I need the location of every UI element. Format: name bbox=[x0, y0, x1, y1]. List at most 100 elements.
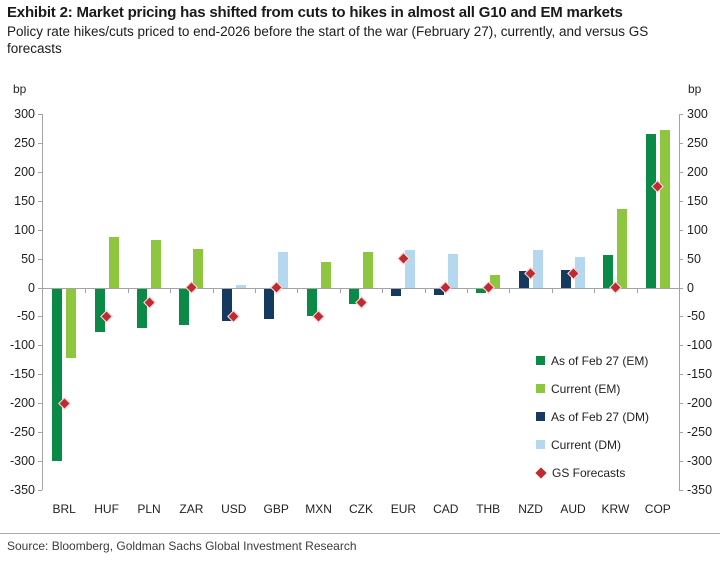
y-axis-tick bbox=[38, 316, 42, 318]
x-category-label: AUD bbox=[560, 502, 586, 516]
y-axis-label: 150 bbox=[14, 193, 35, 208]
y-axis-label: 300 bbox=[14, 107, 35, 121]
bar-ZAR bbox=[179, 287, 190, 326]
legend-label: As of Feb 27 (DM) bbox=[551, 409, 650, 424]
bar-NZD bbox=[518, 270, 529, 288]
y-axis-tick bbox=[38, 114, 42, 115]
y-axis-label: -200 bbox=[9, 396, 35, 411]
y-axis-label: -150 bbox=[687, 367, 713, 382]
legend-label: As of Feb 27 (EM) bbox=[551, 353, 649, 368]
y-axis-label: 100 bbox=[687, 222, 708, 237]
bar-CAD bbox=[433, 287, 444, 296]
legend-item: As of Feb 27 (DM) bbox=[536, 408, 649, 425]
bar-AUD bbox=[561, 270, 571, 288]
x-category-label: CAD bbox=[433, 502, 459, 516]
bar-BRL bbox=[66, 287, 77, 359]
x-axis-tick bbox=[382, 288, 384, 293]
x-axis-tick bbox=[297, 288, 299, 293]
x-category-label: BRL bbox=[52, 502, 76, 516]
y-axis-tick bbox=[679, 200, 683, 202]
legend-label: Current (DM) bbox=[551, 437, 622, 452]
legend-item: GS Forecasts bbox=[535, 464, 649, 481]
y-axis-label: -100 bbox=[9, 338, 35, 353]
y-axis-label: -250 bbox=[9, 425, 35, 440]
x-axis-zero-line bbox=[43, 287, 679, 289]
x-axis-tick bbox=[170, 288, 172, 293]
y-axis-tick bbox=[679, 287, 683, 289]
bar-COP bbox=[659, 130, 670, 288]
y-axis-label: 200 bbox=[687, 164, 708, 179]
legend-item: Current (EM) bbox=[536, 380, 649, 397]
bar-USD bbox=[221, 287, 232, 321]
y-axis-unit-right: bp bbox=[688, 82, 702, 96]
x-axis-tick bbox=[551, 288, 553, 293]
bar-CZK bbox=[349, 287, 359, 305]
x-category-label: ZAR bbox=[179, 502, 204, 516]
bar-PLN bbox=[137, 287, 147, 329]
bar-CZK bbox=[363, 251, 373, 288]
bar-BRL bbox=[52, 287, 63, 462]
x-category-label: GBP bbox=[263, 502, 289, 516]
bar-GBP bbox=[264, 287, 275, 320]
bar-THB bbox=[490, 274, 501, 288]
y-axis-tick bbox=[38, 461, 42, 463]
x-axis-tick bbox=[636, 288, 638, 293]
legend-square-swatch bbox=[536, 440, 545, 449]
legend-label: GS Forecasts bbox=[552, 465, 626, 480]
y-axis-label: -200 bbox=[687, 396, 713, 411]
y-axis-label: 100 bbox=[14, 222, 35, 237]
y-axis-tick bbox=[38, 374, 42, 376]
y-axis-tick bbox=[38, 258, 42, 260]
bar-USD bbox=[235, 285, 246, 288]
y-axis-tick bbox=[679, 142, 683, 144]
legend: As of Feb 27 (EM) Current (EM) As of Feb 2… bbox=[535, 352, 649, 492]
x-axis-tick bbox=[255, 288, 256, 293]
bar-HUF bbox=[108, 237, 119, 288]
y-axis-label: 0 bbox=[28, 280, 35, 295]
x-category-label: KRW bbox=[601, 502, 630, 516]
y-axis-label: 50 bbox=[687, 251, 701, 266]
y-axis-label: -150 bbox=[9, 367, 35, 382]
x-category-label: CZK bbox=[348, 502, 373, 516]
y-axis-label: 300 bbox=[687, 107, 708, 121]
y-axis-tick bbox=[679, 403, 683, 405]
plot-area: 300 300 250 250 200 200 150 150 100 100 50 50 0 0 -50 -… bbox=[10, 107, 712, 516]
x-category-label: MXN bbox=[305, 502, 332, 516]
y-axis-tick bbox=[38, 142, 42, 144]
y-axis-tick bbox=[38, 171, 42, 173]
y-axis-tick bbox=[679, 490, 683, 491]
legend-label: Current (EM) bbox=[551, 381, 621, 396]
y-axis-tick bbox=[679, 316, 683, 318]
x-axis-tick bbox=[127, 288, 129, 293]
bar-PLN bbox=[151, 240, 161, 288]
source-line: Source: Bloomberg, Goldman Sachs Global … bbox=[7, 539, 357, 553]
x-category-label: NZD bbox=[518, 502, 543, 516]
y-axis-label: -350 bbox=[687, 483, 713, 497]
y-axis-tick bbox=[679, 229, 683, 231]
y-axis-label: 0 bbox=[687, 280, 694, 295]
y-axis-tick bbox=[679, 258, 683, 260]
y-axis-label: 250 bbox=[687, 135, 708, 150]
bar-KRW bbox=[617, 209, 628, 288]
x-axis-tick bbox=[467, 288, 468, 293]
bar-KRW bbox=[603, 255, 614, 288]
bar-THB bbox=[476, 287, 487, 293]
y-axis-label: -300 bbox=[687, 454, 713, 469]
y-axis-label: 150 bbox=[687, 193, 708, 208]
legend-square-swatch bbox=[536, 412, 545, 421]
y-axis-unit-left: bp bbox=[13, 82, 27, 96]
bar-GBP bbox=[278, 252, 289, 288]
y-axis-tick bbox=[38, 200, 42, 202]
x-category-label: HUF bbox=[94, 502, 119, 516]
y-axis-label: -250 bbox=[687, 425, 713, 440]
bar-HUF bbox=[94, 287, 105, 333]
bar-EUR bbox=[391, 287, 402, 297]
y-axis-tick bbox=[38, 229, 42, 231]
bar-CAD bbox=[447, 253, 458, 288]
x-category-label: COP bbox=[644, 502, 671, 516]
x-axis-tick bbox=[212, 288, 214, 293]
y-axis-tick bbox=[679, 345, 683, 347]
y-axis-label: -100 bbox=[687, 338, 713, 353]
x-axis-tick bbox=[424, 288, 426, 293]
